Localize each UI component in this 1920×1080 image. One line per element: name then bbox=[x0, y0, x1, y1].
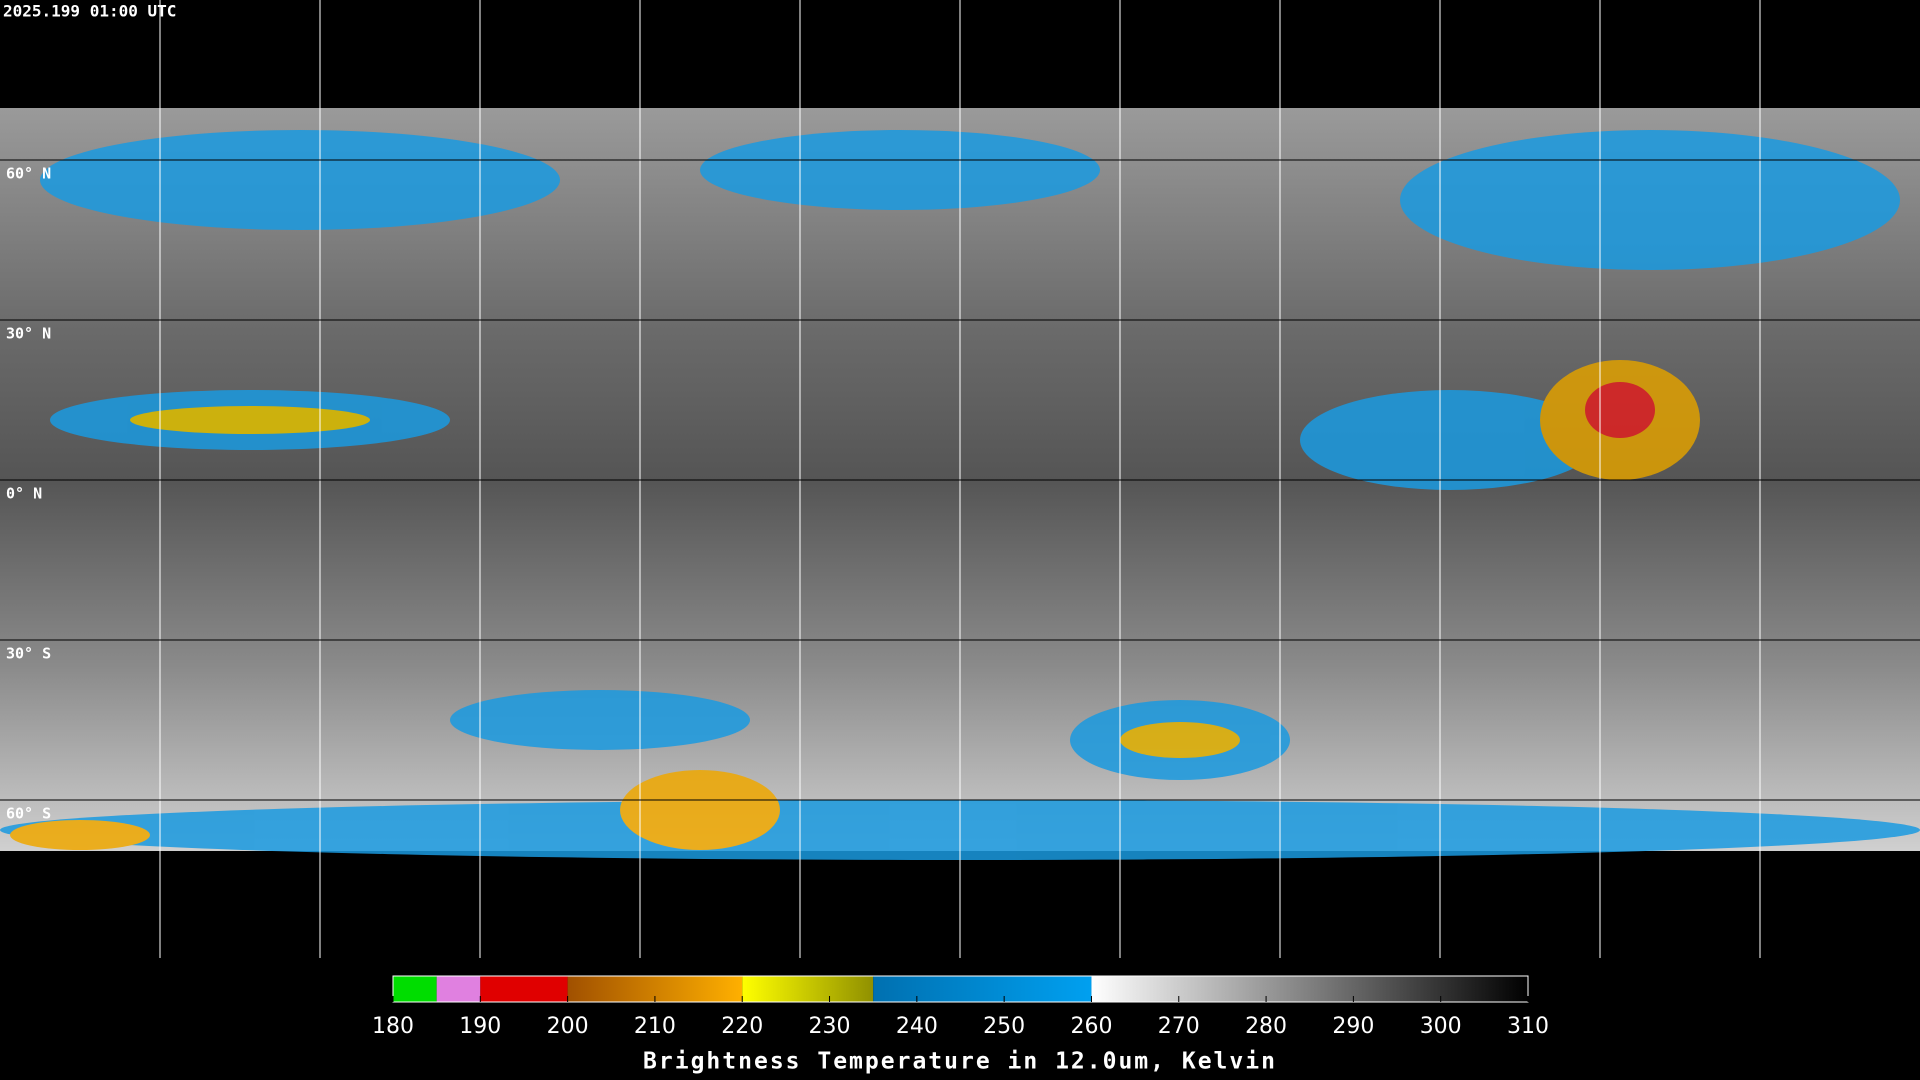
colorbar-segment bbox=[436, 976, 481, 1002]
colorbar-segment bbox=[393, 976, 437, 1002]
colorbar-tick-label: 240 bbox=[896, 1014, 938, 1039]
colorbar-segment bbox=[1091, 976, 1528, 1002]
colorbar-title: Brightness Temperature in 12.0um, Kelvin bbox=[643, 1049, 1277, 1075]
lat-label: 0° N bbox=[6, 485, 42, 503]
colorbar-tick-label: 300 bbox=[1420, 1014, 1462, 1039]
lat-label: 60° S bbox=[6, 805, 51, 823]
lat-label: 30° S bbox=[6, 645, 51, 663]
lat-label: 30° N bbox=[6, 325, 51, 343]
colorbar-tick-label: 310 bbox=[1507, 1014, 1549, 1039]
lat-label: 60° N bbox=[6, 165, 51, 183]
colorbar-frame bbox=[392, 975, 1529, 1003]
timestamp: 2025.199 01:00 UTC bbox=[3, 2, 176, 21]
latitude-lines bbox=[0, 159, 1920, 801]
colorbar-tick-label: 190 bbox=[459, 1014, 501, 1039]
latitude-labels: 60° N 30° N 0° N 30° S 60° S bbox=[6, 165, 51, 823]
colorbar-segment bbox=[480, 976, 568, 1002]
colorbar-tick-label: 270 bbox=[1158, 1014, 1200, 1039]
colorbar-tick-label: 260 bbox=[1070, 1014, 1112, 1039]
colorbar-tick-label: 250 bbox=[983, 1014, 1025, 1039]
colorbar-tick-label: 200 bbox=[547, 1014, 589, 1039]
colorbar-tick-label: 280 bbox=[1245, 1014, 1287, 1039]
colorbar-segment bbox=[873, 976, 1092, 1002]
colorbar-tick-label: 210 bbox=[634, 1014, 676, 1039]
colorbar-tick-label: 230 bbox=[809, 1014, 851, 1039]
colorbar: 180 190 200 210 220 230 240 250 260 270 280 290 300 3… bbox=[372, 975, 1549, 1039]
colorbar-tick-label: 290 bbox=[1332, 1014, 1374, 1039]
colorbar-segment bbox=[742, 976, 874, 1002]
colorbar-tick-label: 220 bbox=[721, 1014, 763, 1039]
colorbar-tick-label: 180 bbox=[372, 1014, 414, 1039]
